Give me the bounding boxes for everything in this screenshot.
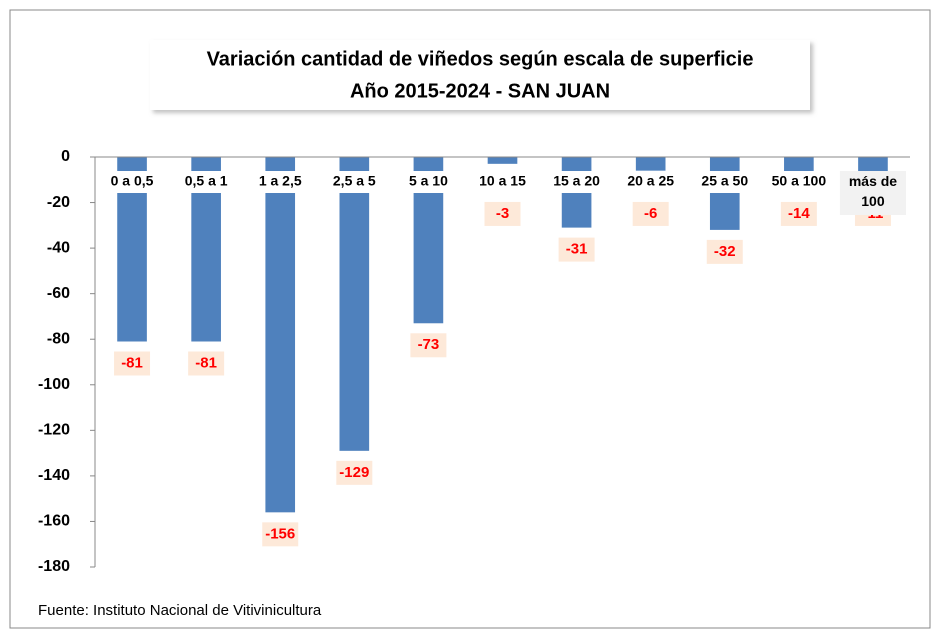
y-tick-label: -60 (47, 285, 70, 302)
value-label: -73 (418, 336, 440, 353)
x-label-box (543, 171, 610, 193)
x-label-box (469, 171, 536, 193)
x-label-box (691, 171, 758, 193)
value-label-box (114, 351, 151, 376)
x-tick-label: 20 a 25 (627, 173, 674, 189)
y-tick-label: -180 (38, 558, 70, 575)
source-note: Fuente: Instituto Nacional de Vitivinicu… (38, 602, 322, 619)
x-tick-label: 1 a 2,5 (259, 173, 302, 189)
value-label-box (706, 239, 743, 264)
bar (265, 157, 296, 513)
x-label-box (99, 171, 166, 193)
y-tick-label: 0 (61, 148, 70, 165)
x-label-box (617, 171, 684, 193)
x-label-box (247, 171, 314, 193)
value-label: -31 (566, 241, 588, 258)
value-label: -129 (339, 464, 369, 481)
x-tick-label: 0,5 a 1 (185, 173, 228, 189)
value-label: -81 (195, 354, 217, 371)
value-label: -6 (644, 205, 657, 222)
value-label-box (336, 460, 373, 485)
bar (339, 157, 370, 451)
y-tick-label: -100 (38, 376, 70, 393)
bar (487, 157, 518, 164)
x-tick-label-line: 100 (861, 193, 885, 209)
x-label-box (839, 171, 906, 215)
chart-border (9, 9, 931, 629)
bar (635, 157, 666, 171)
y-tick-label: -140 (38, 467, 70, 484)
bar (709, 157, 740, 230)
value-label-box (558, 237, 595, 262)
x-tick-label: 2,5 a 5 (333, 173, 376, 189)
x-label-box (173, 171, 240, 193)
y-tick-label: -20 (47, 194, 70, 211)
value-label-box (780, 201, 817, 226)
x-label-box (395, 171, 462, 193)
value-label-box (632, 201, 669, 226)
y-tick-label: -80 (47, 330, 70, 347)
value-label-box (188, 351, 225, 376)
x-tick-label: 0 a 0,5 (111, 173, 154, 189)
x-tick-label: 10 a 15 (479, 173, 526, 189)
value-label-box (262, 522, 299, 547)
y-tick-label: -120 (38, 422, 70, 439)
y-tick-label: -160 (38, 513, 70, 530)
y-tick-label: -40 (47, 239, 70, 256)
x-tick-label: 25 a 50 (701, 173, 748, 189)
value-label-box (484, 201, 521, 226)
value-label-box (410, 333, 447, 358)
x-tick-label: más de 100 (849, 173, 897, 209)
value-label: -32 (714, 243, 736, 260)
value-label: -3 (496, 205, 509, 222)
x-tick-label-line: más de (849, 173, 897, 189)
x-tick-label: 50 a 100 (772, 173, 827, 189)
x-label-box (321, 171, 388, 193)
x-tick-label: 5 a 10 (409, 173, 448, 189)
value-label: -81 (121, 354, 143, 371)
title-box (150, 40, 810, 110)
x-tick-label: 15 a 20 (553, 173, 600, 189)
x-label-box (765, 171, 832, 193)
chart-title: Variación cantidad de viñedos según esca… (207, 48, 754, 70)
value-label: -156 (265, 525, 295, 542)
value-label: -14 (788, 205, 810, 222)
chart-subtitle: Año 2015-2024 - SAN JUAN (350, 80, 610, 102)
